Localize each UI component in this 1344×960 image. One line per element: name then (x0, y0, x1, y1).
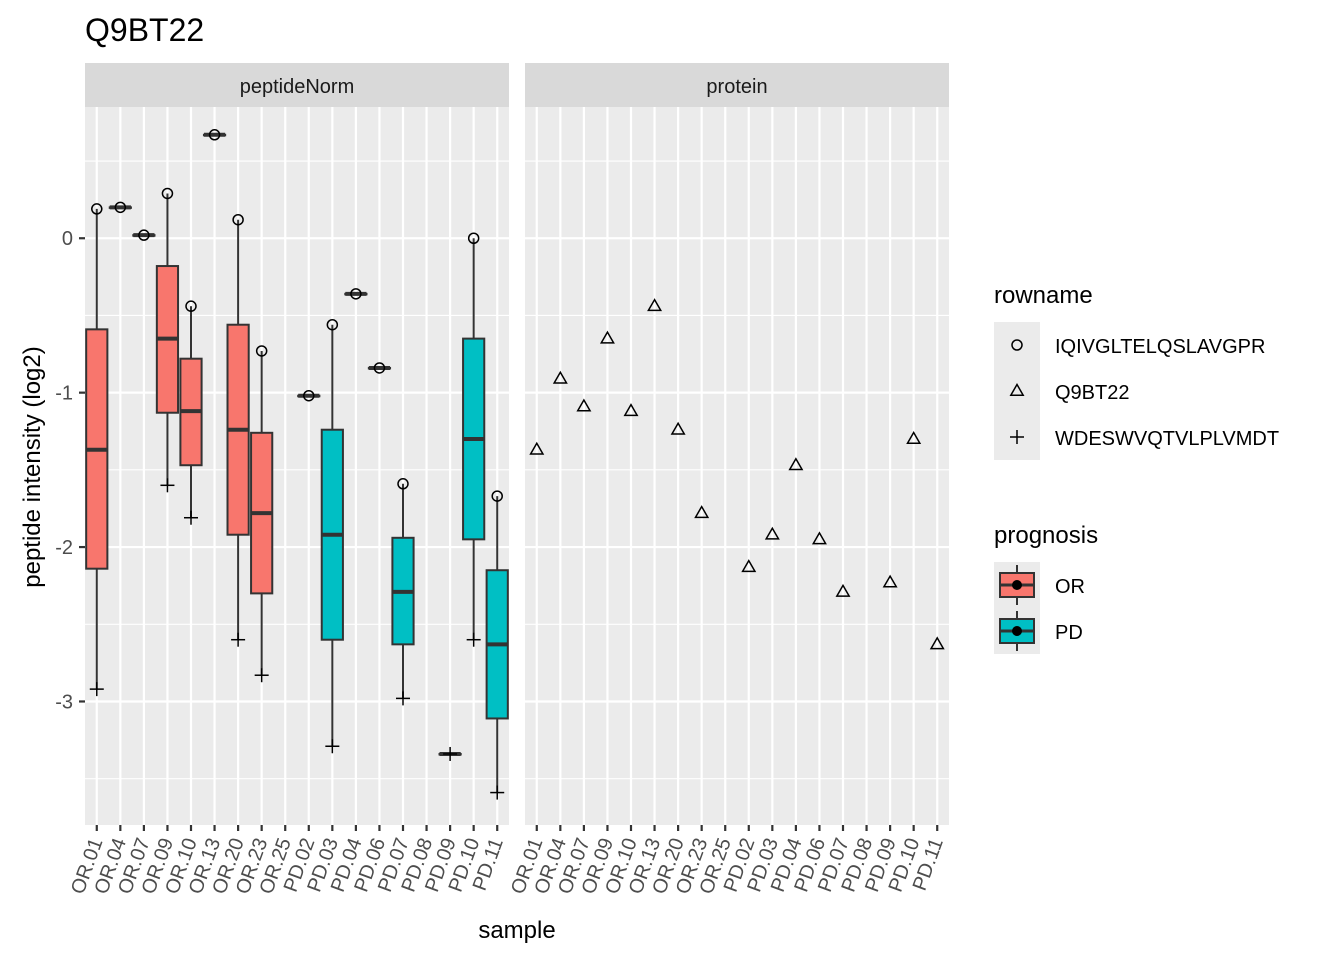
point-PD.11-IQIVGLTELQSLAVGPR (491, 490, 503, 502)
point-PD.09-WDESWVQTVLPLVMDT (443, 746, 458, 761)
y-axis: 0 -1 -2 -3 (55, 228, 85, 713)
x-axis-label: sample (478, 917, 555, 944)
point-PD.06-Q9BT22 (811, 531, 827, 545)
point-PD.03-Q9BT22 (764, 526, 780, 540)
point-PD.07-Q9BT22 (835, 583, 851, 597)
box-OR.01 (85, 208, 109, 690)
point-OR.13-Q9BT22 (647, 298, 663, 312)
panel-background (525, 107, 949, 825)
point-PD.03-WDESWVQTVLPLVMDT (325, 739, 340, 754)
point-OR.20-IQIVGLTELQSLAVGPR (232, 213, 244, 226)
facet-strip (85, 63, 509, 107)
y-tick-label: 0 (62, 228, 73, 250)
point-OR.01-WDESWVQTVLPLVMDT (89, 682, 104, 697)
legend-key (994, 368, 1040, 414)
point-PD.10-IQIVGLTELQSLAVGPR (467, 232, 480, 244)
point-OR.01-Q9BT22 (529, 441, 545, 455)
facet-panel-protein: protein (525, 63, 949, 825)
box-OR.04 (108, 205, 132, 210)
legend-label: IQIVGLTELQSLAVGPR (1055, 336, 1265, 358)
box-PD.06 (367, 365, 392, 370)
point-PD.04-IQIVGLTELQSLAVGPR (350, 288, 362, 300)
legend-key-dot (1012, 580, 1022, 590)
legend-label: OR (1055, 576, 1085, 598)
box-PD.03 (320, 324, 344, 747)
point-PD.07-IQIVGLTELQSLAVGPR (397, 478, 409, 490)
box-PD.07 (391, 483, 415, 699)
point-OR.23-Q9BT22 (694, 505, 710, 519)
point-OR.04-IQIVGLTELQSLAVGPR (114, 201, 127, 214)
point-OR.10-Q9BT22 (623, 403, 639, 417)
box-OR.23 (250, 350, 274, 676)
legend-label: Q9BT22 (1055, 382, 1129, 404)
box-OR.09 (155, 193, 180, 486)
point-PD.09-Q9BT22 (882, 574, 898, 588)
facet-panels: peptideNorm protein (85, 63, 949, 825)
point-PD.11-Q9BT22 (929, 636, 945, 650)
panel-background (85, 107, 509, 825)
box-OR.20 (226, 219, 250, 640)
legend: rowname IQIVGLTELQSLAVGPR Q9BT22 WDESWVQTVL… (994, 282, 1279, 654)
box-OR.07 (132, 233, 156, 238)
facet-strip-label: protein (706, 76, 767, 98)
point-OR.20-WDESWVQTVLPLVMDT (231, 632, 246, 647)
point-OR.07-IQIVGLTELQSLAVGPR (138, 229, 150, 241)
box-PD.02 (297, 393, 321, 398)
facet-strip (525, 63, 949, 107)
point-OR.20-Q9BT22 (670, 421, 686, 435)
point-PD.10-WDESWVQTVLPLVMDT (466, 632, 481, 647)
point-OR.09-Q9BT22 (599, 330, 615, 344)
box-OR.10 (179, 306, 203, 518)
legend-label: PD (1055, 622, 1083, 644)
y-axis-label: peptide intensity (log2) (19, 346, 46, 587)
facet-strip-label: peptideNorm (240, 76, 355, 98)
x-axis: OR.01OR.04OR.07OR.09OR.10OR.13OR.20OR.23… (67, 825, 948, 897)
point-OR.23-IQIVGLTELQSLAVGPR (255, 345, 268, 357)
box-PD.10 (462, 238, 486, 640)
point-OR.13-IQIVGLTELQSLAVGPR (208, 129, 221, 141)
y-tick-label: -3 (55, 691, 73, 713)
y-tick-label: -2 (55, 537, 73, 559)
facet-panel-peptideNorm: peptideNorm (85, 63, 509, 825)
point-PD.07-WDESWVQTVLPLVMDT (396, 691, 410, 706)
point-PD.04-Q9BT22 (788, 457, 804, 471)
point-PD.02-Q9BT22 (741, 559, 757, 573)
point-OR.07-Q9BT22 (576, 398, 592, 412)
legend-title-rowname: rowname (994, 282, 1093, 309)
legend-key-triangle (1009, 382, 1025, 396)
point-OR.10-WDESWVQTVLPLVMDT (184, 510, 198, 525)
chart-title: Q9BT22 (85, 12, 204, 48)
legend-key-circle (1011, 339, 1023, 351)
point-PD.03-IQIVGLTELQSLAVGPR (326, 318, 339, 331)
box-PD.11 (485, 496, 509, 793)
y-tick-label: -1 (55, 383, 73, 405)
legend-key-dot (1012, 626, 1022, 636)
point-OR.10-IQIVGLTELQSLAVGPR (185, 300, 197, 312)
point-PD.10-Q9BT22 (906, 430, 922, 444)
point-OR.01-IQIVGLTELQSLAVGPR (91, 203, 103, 215)
legend-key (994, 322, 1040, 368)
point-OR.23-WDESWVQTVLPLVMDT (254, 668, 269, 683)
point-PD.02-IQIVGLTELQSLAVGPR (303, 389, 315, 402)
point-PD.06-IQIVGLTELQSLAVGPR (373, 362, 386, 374)
legend-key-plus (1010, 430, 1024, 444)
point-PD.11-WDESWVQTVLPLVMDT (490, 785, 505, 800)
point-OR.04-Q9BT22 (552, 370, 568, 384)
point-OR.09-WDESWVQTVLPLVMDT (160, 478, 175, 493)
legend-title-prognosis: prognosis (994, 522, 1098, 549)
box-OR.13 (202, 132, 227, 137)
box-PD.04 (344, 291, 368, 296)
point-OR.09-IQIVGLTELQSLAVGPR (161, 187, 174, 200)
legend-label: WDESWVQTVLPLVMDT (1055, 428, 1279, 450)
